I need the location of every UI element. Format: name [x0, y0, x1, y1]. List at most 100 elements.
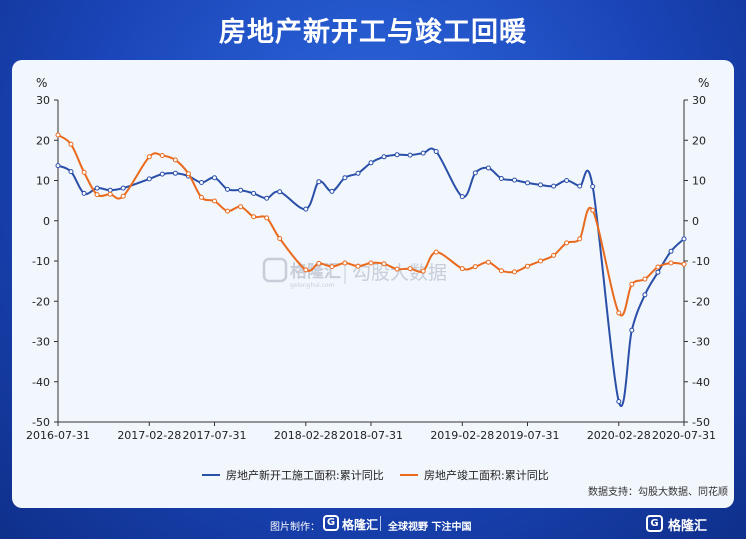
data-point [94, 192, 100, 198]
y-tick-label-right: -20 [692, 295, 710, 308]
data-point [107, 191, 113, 197]
data-point [564, 240, 570, 246]
series-lines [55, 132, 687, 407]
data-point [277, 189, 283, 195]
data-point [564, 178, 570, 183]
data-point [394, 266, 400, 272]
data-point [485, 165, 491, 171]
data-point [251, 214, 257, 220]
data-point [681, 236, 687, 242]
y-tick-label-right: -30 [692, 336, 710, 349]
data-point [512, 269, 517, 275]
data-point [538, 182, 543, 188]
source-note: 数据支持：勾股大数据、同花顺 [588, 485, 728, 498]
page-title: 房地产新开工与竣工回暖 [219, 17, 527, 48]
data-point [329, 264, 335, 270]
watermark-logo-icon [262, 257, 288, 283]
data-point [459, 266, 465, 272]
footer-logo-icon: G [323, 515, 339, 531]
watermark-partner: 勾股大数据 [352, 262, 447, 284]
chart-panel [12, 60, 734, 508]
data-point [225, 186, 230, 192]
data-point [68, 169, 74, 175]
data-point [433, 249, 439, 255]
x-tick-label: 2018-02-28 [274, 429, 338, 442]
y-tick-label-left: -50 [32, 416, 50, 429]
data-point [355, 170, 361, 176]
data-point [420, 268, 426, 274]
x-tick-label: 2018-07-31 [339, 429, 403, 442]
data-point [342, 175, 348, 181]
data-point [551, 183, 557, 189]
data-point [590, 184, 596, 189]
watermark-url: gelonghui.com [290, 282, 335, 289]
footer-divider [380, 516, 381, 531]
data-point [277, 236, 283, 241]
data-point [616, 310, 622, 316]
data-point [538, 258, 543, 264]
y-tick-label-left: -20 [32, 295, 50, 308]
y-tick-label-right: 30 [692, 94, 706, 107]
y-tick-label-left: -30 [32, 336, 50, 349]
x-tick-label: 2020-07-31 [652, 429, 716, 442]
data-point [212, 198, 217, 204]
data-point [55, 163, 61, 169]
data-point [642, 276, 648, 282]
data-point [316, 260, 322, 266]
data-point [251, 190, 257, 196]
data-point [590, 207, 596, 213]
legend-label-2: 房地产竣工面积:累计同比 [424, 468, 549, 482]
data-point [368, 160, 374, 166]
data-point [485, 259, 491, 265]
chart-legend: 房地产新开工施工面积:累计同比 房地产竣工面积:累计同比 [202, 468, 549, 482]
y-unit-left: % [36, 76, 47, 90]
data-point [172, 157, 178, 163]
data-point [368, 260, 374, 266]
x-tick-label: 2020-02-28 [587, 429, 651, 442]
data-point [199, 180, 204, 185]
data-point [381, 261, 387, 267]
data-point [68, 141, 74, 147]
data-point [146, 176, 152, 182]
data-point [81, 190, 87, 196]
corner-logo-icon: G [646, 515, 663, 532]
data-point [107, 187, 113, 193]
data-point [146, 154, 152, 160]
x-tick-label: 2017-02-28 [117, 429, 181, 442]
data-point [355, 263, 361, 269]
data-point [394, 152, 400, 158]
footer-credit: 图片制作： [270, 522, 320, 533]
data-point [629, 327, 635, 333]
data-point [329, 188, 335, 194]
series-line-1 [57, 147, 685, 407]
data-point [264, 215, 270, 221]
watermark: 格隆汇 gelonghui.com 勾股大数据 [262, 257, 447, 289]
data-point [303, 206, 309, 212]
footer-bar: 图片制作： G 格隆汇 全球视野 下注中国 G 格隆汇 [0, 512, 746, 536]
data-point [212, 175, 217, 181]
data-point [172, 170, 178, 176]
x-tick-label: 2019-02-28 [430, 429, 494, 442]
watermark-text: 格隆汇 [290, 261, 341, 282]
y-tick-label-left: 30 [36, 94, 50, 107]
y-tick-label-left: 0 [43, 215, 50, 228]
y-tick-label-left: 10 [36, 175, 50, 188]
data-point [264, 195, 270, 201]
data-point [342, 260, 348, 266]
data-point [655, 269, 661, 275]
data-point [577, 183, 583, 189]
data-point [159, 171, 165, 177]
data-point [629, 281, 635, 287]
data-point [512, 177, 517, 183]
data-point [433, 149, 439, 154]
data-point [668, 248, 674, 254]
corner-logo: 格隆汇 [668, 519, 708, 534]
y-tick-label-left: 20 [36, 134, 50, 147]
data-point [459, 194, 465, 200]
x-tick-label: 2017-07-31 [183, 429, 247, 442]
data-point [225, 208, 230, 214]
y-tick-label-right: 20 [692, 134, 706, 147]
y-tick-label-right: 10 [692, 175, 706, 188]
data-point [238, 187, 244, 193]
